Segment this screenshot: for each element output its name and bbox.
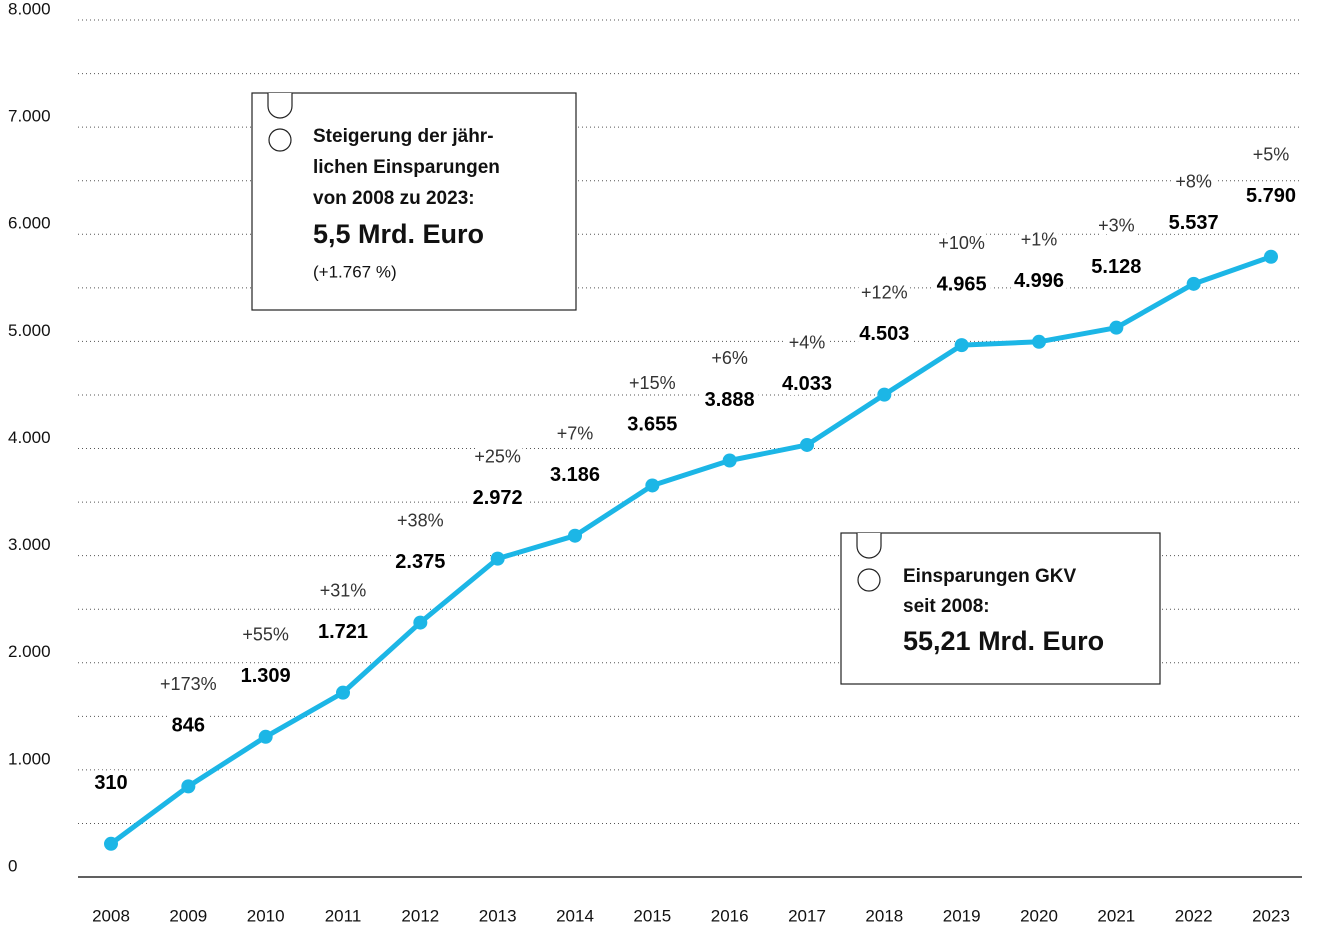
change-label: +1% bbox=[1021, 230, 1058, 250]
annotation-box: Einsparungen GKV seit 2008: 55,21 Mrd. E… bbox=[840, 532, 1161, 685]
data-label: 4.033 bbox=[782, 373, 832, 395]
change-label: +5% bbox=[1253, 144, 1290, 164]
point bbox=[1264, 249, 1278, 264]
point bbox=[490, 551, 505, 566]
annotation-text: Einsparungen GKV bbox=[903, 566, 1076, 587]
annotation-box: Steigerung der jähr- lichen Einsparungen… bbox=[251, 92, 577, 311]
x-tick-label: 2019 bbox=[943, 906, 981, 925]
annotation-text: von 2008 zu 2023: bbox=[313, 188, 475, 209]
point bbox=[1186, 276, 1201, 291]
hole bbox=[857, 568, 881, 592]
tab bbox=[856, 533, 882, 559]
point bbox=[258, 729, 273, 744]
change-label: +31% bbox=[320, 580, 367, 600]
x-tick-label: 2010 bbox=[247, 906, 285, 925]
point bbox=[181, 779, 196, 794]
change-label: +4% bbox=[789, 333, 826, 353]
y-tick-label: 1.000 bbox=[8, 749, 51, 768]
change-label: +12% bbox=[861, 282, 908, 302]
x-tick-label: 2016 bbox=[711, 906, 749, 925]
annotation-note: (+1.767 %) bbox=[313, 262, 397, 281]
tab bbox=[267, 93, 293, 119]
point bbox=[413, 615, 428, 630]
data-label: 846 bbox=[172, 715, 205, 737]
annotation-text: seit 2008: bbox=[903, 596, 990, 617]
point bbox=[800, 437, 814, 452]
data-label: 3.186 bbox=[550, 464, 600, 486]
grid: 0 1.000 2.000 3.000 4.000 5.000 6.000 7.000 8.00… bbox=[8, 0, 1302, 925]
y-tick-label: 0 bbox=[8, 856, 17, 875]
data-label: 4.996 bbox=[1014, 270, 1064, 292]
y-tick-label: 7.000 bbox=[8, 107, 51, 126]
marks: 310 846 +173% 1.309 +55% 1.721 +31% 2.375 +38% 2.… bbox=[89, 139, 1301, 851]
data-label: 1.721 bbox=[318, 621, 368, 643]
data-label: 3.888 bbox=[705, 389, 755, 411]
point bbox=[104, 836, 118, 851]
change-label: +25% bbox=[474, 446, 521, 466]
x-tick-label: 2008 bbox=[92, 906, 130, 925]
y-tick-label: 5.000 bbox=[8, 321, 51, 340]
box bbox=[251, 92, 577, 311]
data-label: 4.503 bbox=[859, 323, 909, 345]
change-label: +8% bbox=[1175, 172, 1212, 192]
change-label: +173% bbox=[160, 674, 217, 694]
line bbox=[109, 254, 1272, 846]
y-tick-label: 2.000 bbox=[8, 642, 51, 661]
annotation-text: lichen Einsparungen bbox=[313, 157, 500, 178]
y-tick-label: 6.000 bbox=[8, 214, 51, 233]
point bbox=[1032, 334, 1046, 349]
x-tick-label: 2017 bbox=[788, 906, 826, 925]
x-tick-label: 2009 bbox=[169, 906, 207, 925]
y-tick-label: 8.000 bbox=[8, 0, 51, 18]
data-label: 310 bbox=[94, 772, 127, 794]
x-tick-label: 2021 bbox=[1097, 906, 1135, 925]
point bbox=[645, 478, 660, 493]
change-label: +3% bbox=[1098, 215, 1135, 235]
y-tick-label: 3.000 bbox=[8, 535, 51, 554]
data-label: 5.537 bbox=[1169, 212, 1219, 234]
y-tick-label: 4.000 bbox=[8, 428, 51, 447]
x-tick-label: 2013 bbox=[479, 906, 517, 925]
change-label: +15% bbox=[629, 373, 676, 393]
point bbox=[568, 528, 582, 543]
data-label: 5.790 bbox=[1246, 185, 1296, 207]
annotation-highlight: 55,21 Mrd. Euro bbox=[903, 626, 1104, 656]
annotation-highlight: 5,5 Mrd. Euro bbox=[313, 219, 484, 249]
data-label: 1.309 bbox=[241, 665, 291, 687]
change-label: +10% bbox=[938, 233, 985, 253]
x-tick-label: 2018 bbox=[865, 906, 903, 925]
change-label: +7% bbox=[557, 423, 594, 443]
x-tick-label: 2015 bbox=[633, 906, 671, 925]
x-tick-label: 2022 bbox=[1175, 906, 1213, 925]
point bbox=[336, 685, 350, 700]
point bbox=[722, 453, 737, 468]
point bbox=[1109, 320, 1124, 335]
annotation-text: Steigerung der jähr- bbox=[313, 126, 494, 147]
data-label: 3.655 bbox=[627, 414, 677, 436]
x-tick-label: 2011 bbox=[325, 906, 362, 925]
data-label: 4.965 bbox=[937, 273, 987, 295]
x-tick-label: 2014 bbox=[556, 906, 594, 925]
box bbox=[840, 532, 1161, 685]
data-label: 5.128 bbox=[1091, 256, 1141, 278]
x-tick-label: 2023 bbox=[1252, 906, 1290, 925]
point bbox=[877, 387, 892, 402]
point bbox=[954, 338, 969, 353]
data-label: 2.972 bbox=[473, 487, 523, 509]
data-label: 2.375 bbox=[395, 551, 445, 573]
hole bbox=[268, 128, 292, 152]
change-label: +55% bbox=[242, 625, 289, 645]
x-tick-label: 2012 bbox=[401, 906, 439, 925]
change-label: +6% bbox=[711, 348, 748, 368]
x-tick-label: 2020 bbox=[1020, 906, 1058, 925]
change-label: +38% bbox=[397, 510, 444, 530]
